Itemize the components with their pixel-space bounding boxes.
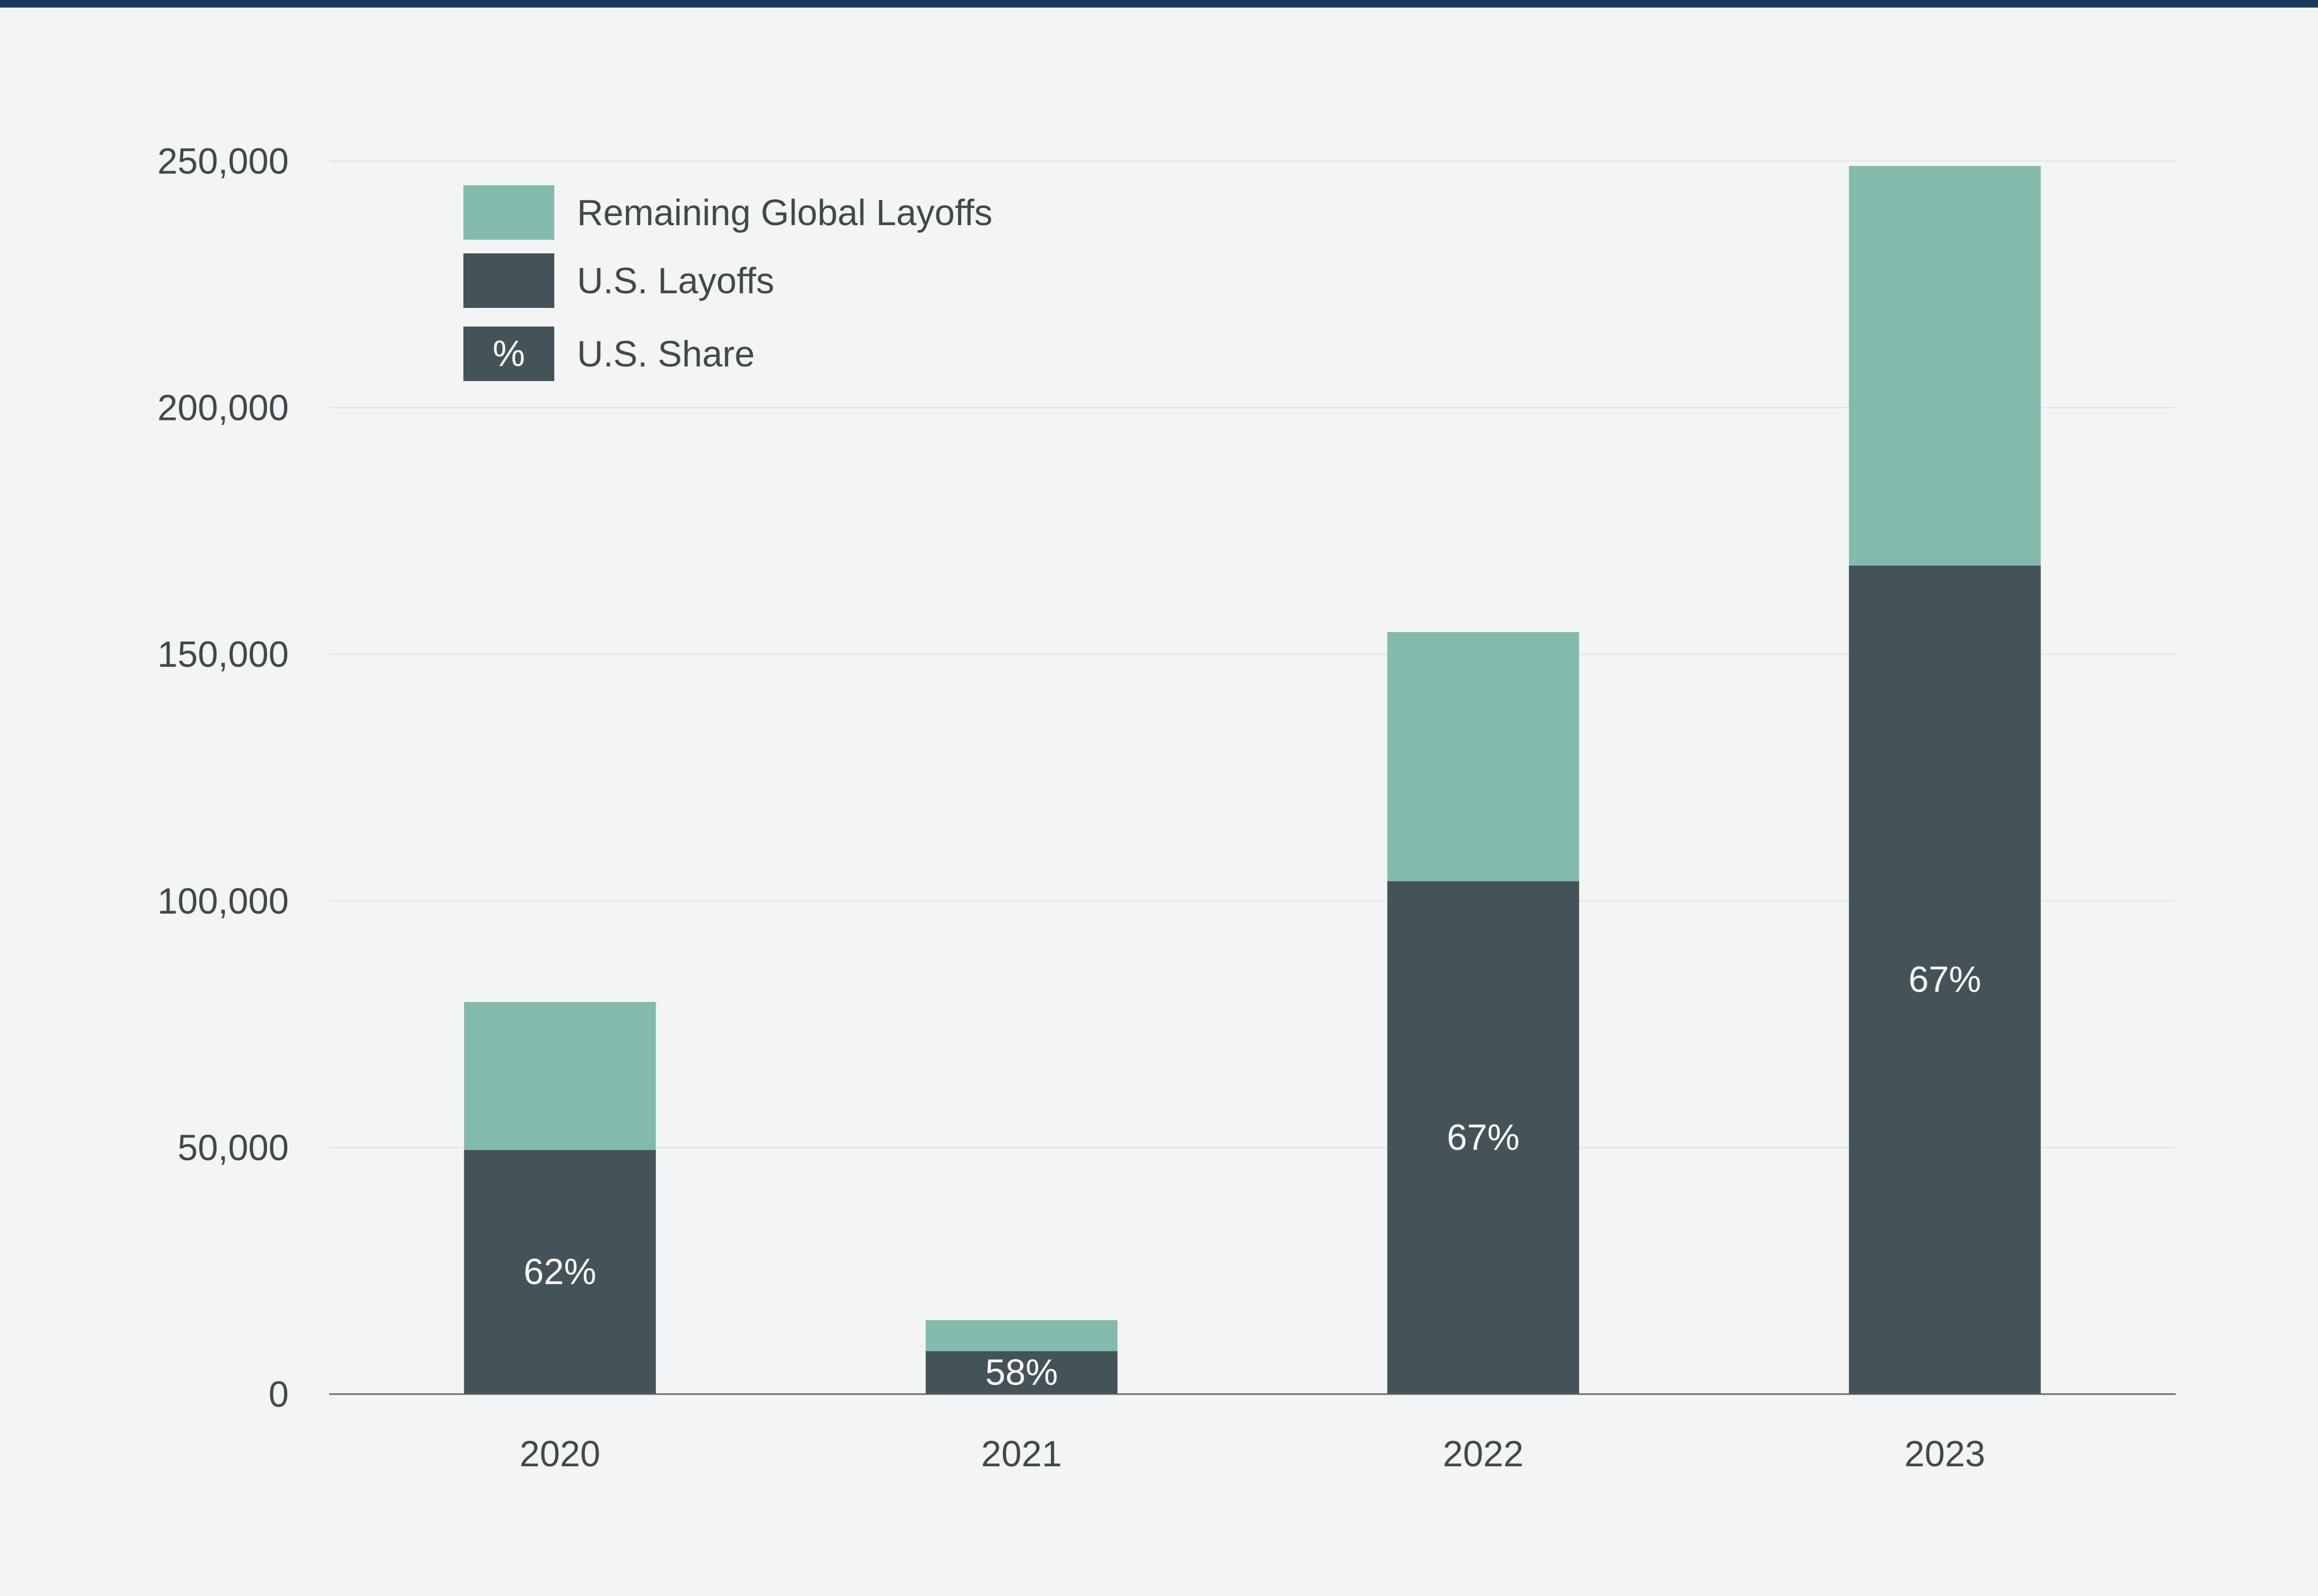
y-tick-label: 250,000 [157,141,289,182]
legend-label: U.S. Share [577,334,755,375]
bar-remaining-global-layoffs [464,1002,656,1150]
bar-share-label: 67% [1909,960,1981,1000]
legend-remaining-global-layoffs: Remaining Global Layoffs [463,185,992,240]
x-tick-label: 2023 [1905,1434,1985,1474]
bar-share-labels: 62% 58% 67% 67% [523,960,1981,1393]
legend-label: Remaining Global Layoffs [577,193,992,233]
x-axis-ticks: 2020 2021 2022 2023 [519,1434,1985,1474]
legend-swatch [463,327,554,381]
bar-us-layoffs [464,1150,656,1394]
legend-us-share: % U.S. Share [463,327,755,381]
bar-us-layoffs [925,1351,1118,1394]
y-tick-label: 150,000 [157,634,289,675]
legend-swatch [463,253,554,308]
y-tick-label: 200,000 [157,388,289,429]
bar-us-layoffs [1849,565,2041,1394]
bar-remaining-global-layoffs [1387,632,1579,881]
y-tick-label: 100,000 [157,881,289,922]
bar-us-layoffs [1387,881,1579,1394]
y-tick-label: 50,000 [178,1128,289,1168]
legend-label: U.S. Layoffs [577,261,774,301]
x-tick-label: 2020 [519,1434,600,1474]
bar-share-label: 58% [985,1352,1058,1393]
legend-swatch [463,185,554,240]
y-axis-ticks: 0 50,000 100,000 150,000 200,000 250,000 [157,141,289,1415]
legend-percent-symbol: % [493,334,525,374]
bar-remaining-global-layoffs [925,1320,1118,1351]
legend: Remaining Global Layoffs U.S. Layoffs% U.S… [463,185,992,381]
bar-share-label: 62% [523,1252,596,1292]
bar-remaining-global-layoffs [1849,166,2041,566]
legend-us-layoffs: U.S. Layoffs [463,253,774,308]
y-tick-label: 0 [269,1374,289,1415]
x-tick-label: 2022 [1443,1434,1523,1474]
x-tick-label: 2021 [981,1434,1062,1474]
top-rule [0,0,2318,8]
bar-share-label: 67% [1447,1118,1519,1158]
bars [464,166,2041,1394]
